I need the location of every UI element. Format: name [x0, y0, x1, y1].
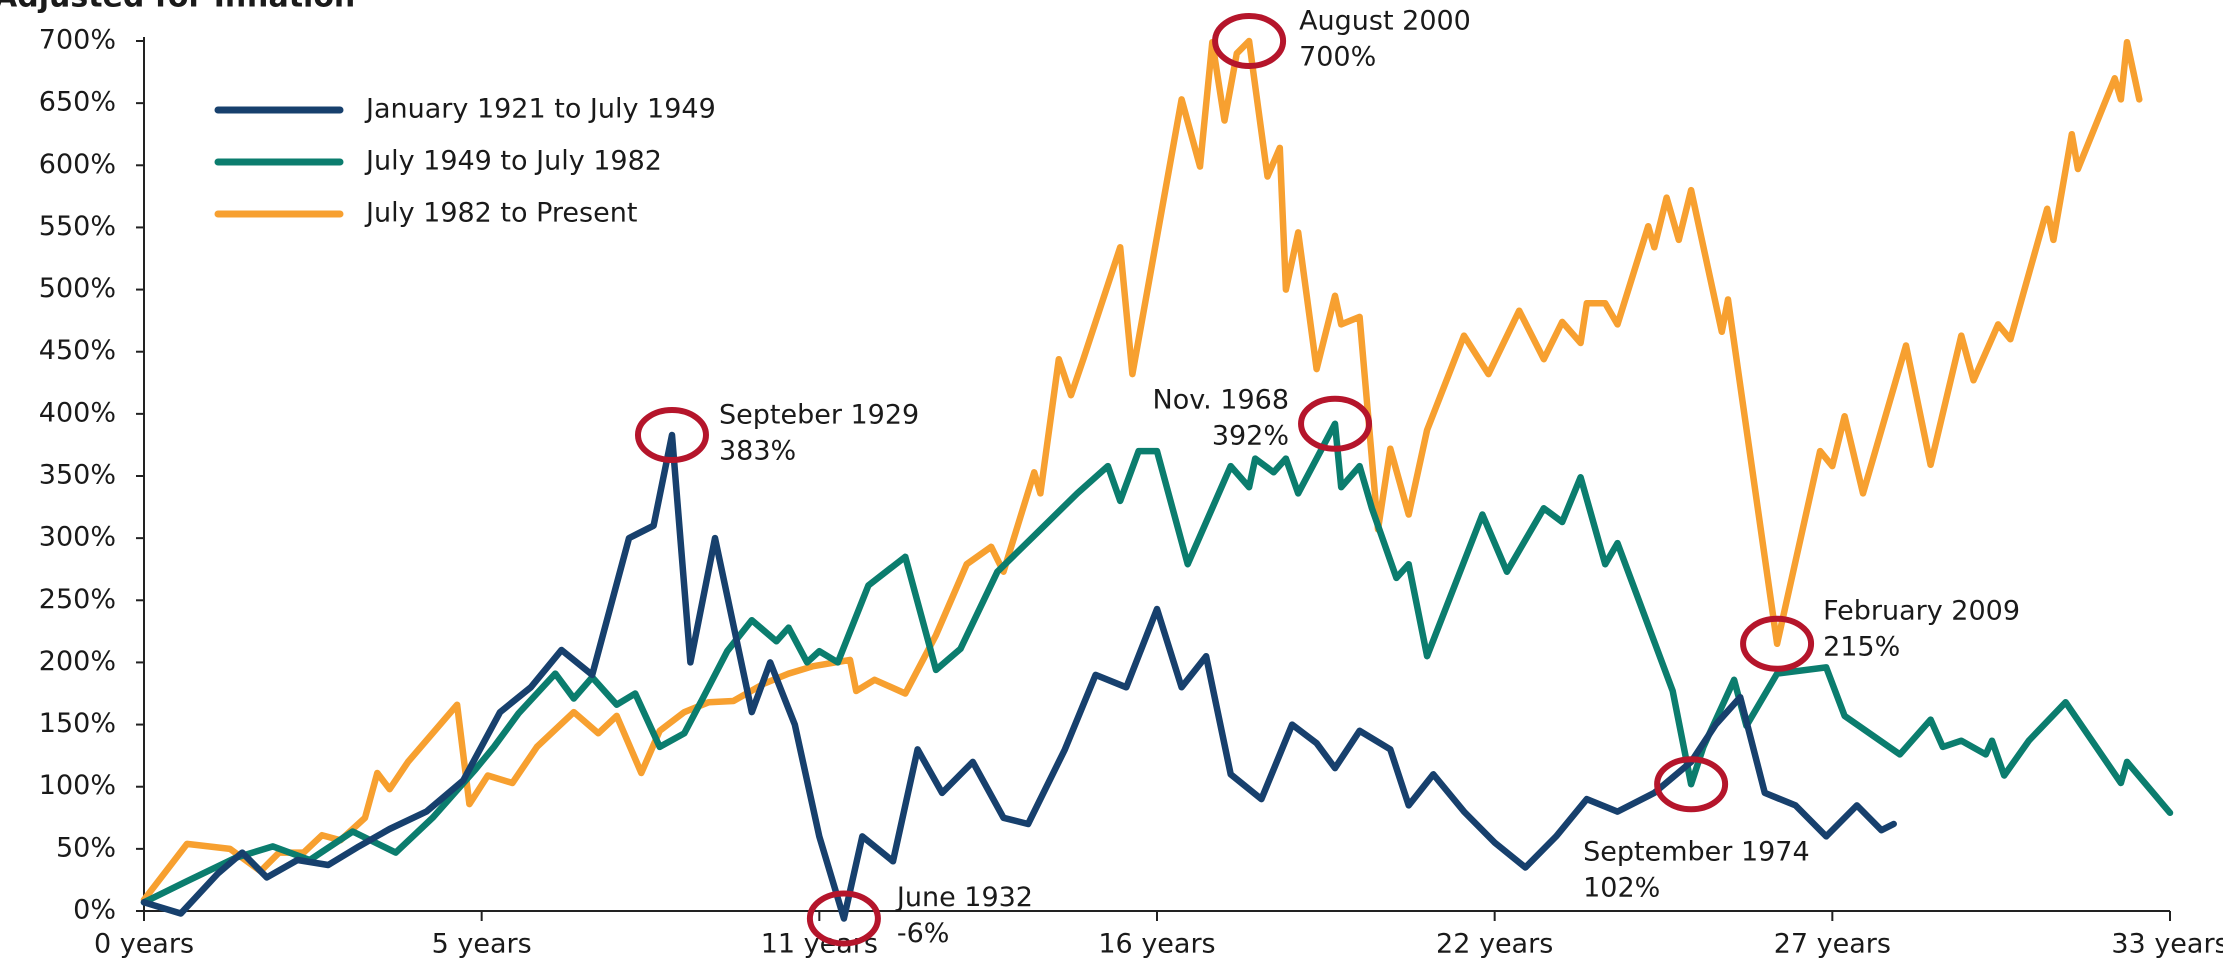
y-tick-label: 700% [39, 25, 116, 56]
annotation-circle [1298, 395, 1373, 452]
x-tick-label: 33 years [2111, 929, 2223, 960]
annotation-circle [806, 890, 881, 947]
annotation-value: 383% [719, 435, 796, 466]
y-tick-label: 250% [39, 584, 116, 615]
y-tick-label: 650% [39, 87, 116, 118]
x-tick-label: 22 years [1436, 929, 1553, 960]
series-line [140, 37, 2143, 904]
legend-label: July 1949 to July 1982 [364, 146, 662, 177]
annotation-circle [634, 406, 709, 463]
annotation-text: September 1974 [1583, 837, 1810, 868]
x-tick-label: 16 years [1098, 929, 1215, 960]
y-tick-label: 450% [39, 335, 116, 366]
annotation-circle [1740, 615, 1815, 672]
x-tick-label: 0 years [94, 929, 194, 960]
annotation-text: February 2009 [1823, 595, 2020, 626]
chart-title: Adjusted for Inflation [0, 0, 355, 15]
annotation-value: 102% [1583, 873, 1660, 904]
y-tick-label: 550% [39, 211, 116, 242]
annotation-value: -6% [897, 918, 950, 949]
y-tick-label: 200% [39, 646, 116, 677]
series-line [140, 420, 2174, 906]
y-tick-label: 400% [39, 397, 116, 428]
legend-label: January 1921 to July 1949 [364, 94, 716, 125]
annotation-text: Nov. 1968 [1153, 384, 1289, 415]
series-line [140, 431, 1897, 922]
y-tick-label: 150% [39, 708, 116, 739]
annotation-text: August 2000 [1299, 6, 1471, 37]
annotation-text: June 1932 [895, 882, 1033, 913]
annotation-circle [1654, 756, 1729, 813]
annotation-circle [1212, 13, 1287, 69]
y-tick-label: 100% [39, 770, 116, 801]
y-tick-label: 0% [73, 895, 116, 926]
y-tick-label: 300% [39, 522, 116, 553]
y-tick-label: 350% [39, 460, 116, 491]
y-tick-label: 600% [39, 149, 116, 180]
y-tick-label: 50% [56, 832, 116, 863]
annotation-value: 700% [1299, 42, 1376, 73]
y-tick-label: 500% [39, 273, 116, 304]
x-tick-label: 5 years [432, 929, 532, 960]
legend-label: July 1982 to Present [364, 198, 637, 229]
annotation-text: Septeber 1929 [719, 399, 919, 430]
x-tick-label: 27 years [1774, 929, 1891, 960]
annotation-value: 392% [1212, 420, 1289, 451]
annotation-value: 215% [1823, 631, 1900, 662]
